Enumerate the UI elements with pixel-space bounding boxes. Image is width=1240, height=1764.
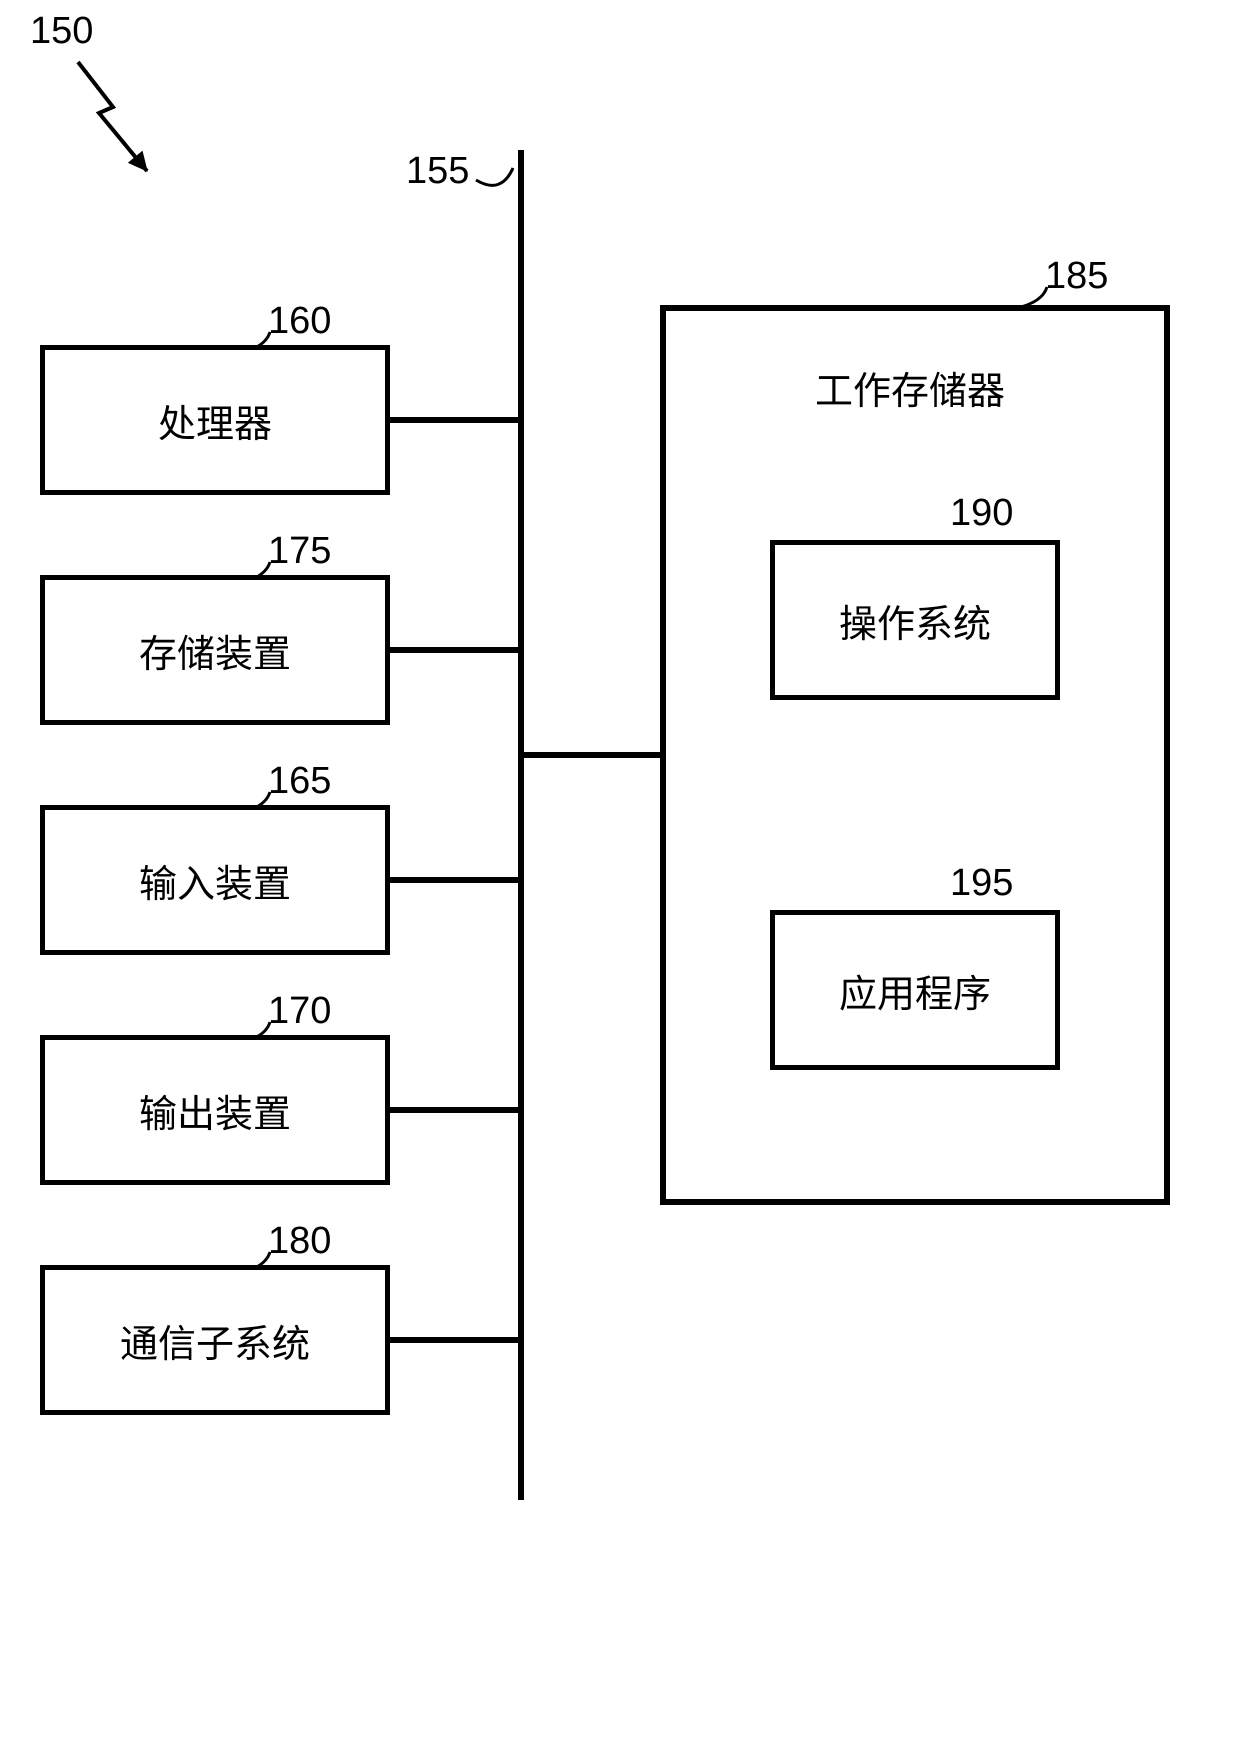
box-apps: 应用程序 bbox=[770, 910, 1060, 1070]
box-storage-label: 存储装置 bbox=[139, 623, 291, 678]
ref-comm: 180 bbox=[268, 1220, 331, 1263]
box-comm: 通信子系统 bbox=[40, 1265, 390, 1415]
box-output: 输出装置 bbox=[40, 1035, 390, 1185]
box-comm-label: 通信子系统 bbox=[120, 1313, 310, 1368]
box-processor-label: 处理器 bbox=[158, 393, 272, 448]
box-os: 操作系统 bbox=[770, 540, 1060, 700]
ref-apps: 195 bbox=[950, 862, 1013, 905]
ref-figure: 150 bbox=[30, 10, 93, 53]
ref-storage: 175 bbox=[268, 530, 331, 573]
box-working-memory bbox=[660, 305, 1170, 1205]
box-os-label: 操作系统 bbox=[839, 593, 991, 648]
ref-output: 170 bbox=[268, 990, 331, 1033]
ref-bus: 155 bbox=[406, 150, 469, 193]
ref-working-memory: 185 bbox=[1045, 255, 1108, 298]
working-memory-label: 工作存储器 bbox=[815, 360, 1005, 415]
box-storage: 存储装置 bbox=[40, 575, 390, 725]
ref-os: 190 bbox=[950, 492, 1013, 535]
box-input: 输入装置 bbox=[40, 805, 390, 955]
ref-processor: 160 bbox=[268, 300, 331, 343]
box-apps-label: 应用程序 bbox=[839, 963, 991, 1018]
box-input-label: 输入装置 bbox=[139, 853, 291, 908]
box-output-label: 输出装置 bbox=[139, 1083, 291, 1138]
ref-input: 165 bbox=[268, 760, 331, 803]
box-processor: 处理器 bbox=[40, 345, 390, 495]
